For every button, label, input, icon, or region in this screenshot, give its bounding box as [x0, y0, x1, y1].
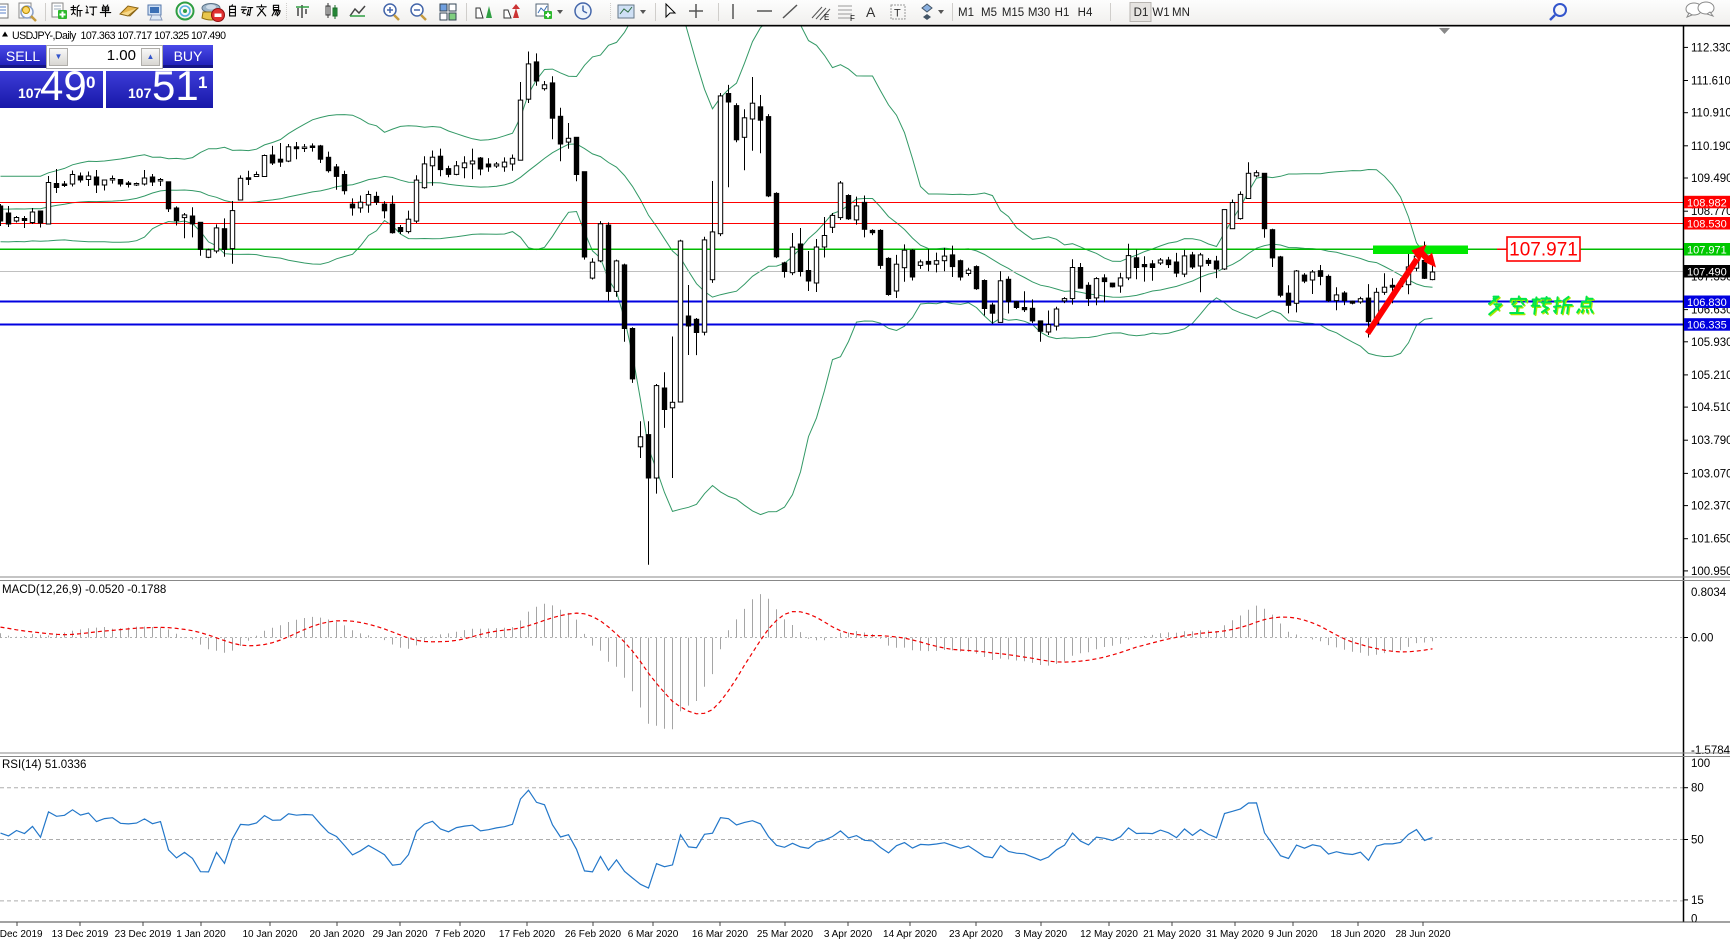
svg-text:100: 100 — [1691, 758, 1710, 770]
svg-text:105.210: 105.210 — [1691, 370, 1730, 382]
svg-text:80: 80 — [1691, 783, 1704, 795]
svg-text:0.8034: 0.8034 — [1691, 587, 1727, 599]
svg-text:111.610: 111.610 — [1691, 76, 1730, 88]
svg-text:M15: M15 — [1002, 7, 1024, 19]
svg-text:9 Jun 2020: 9 Jun 2020 — [1268, 929, 1318, 940]
svg-text:112.330: 112.330 — [1691, 42, 1730, 54]
svg-text:108.982: 108.982 — [1687, 197, 1727, 209]
svg-text:T: T — [894, 8, 901, 20]
svg-text:M5: M5 — [981, 7, 997, 19]
svg-text:106.830: 106.830 — [1687, 297, 1727, 309]
svg-text:3 Apr 2020: 3 Apr 2020 — [824, 929, 873, 940]
svg-text:108.530: 108.530 — [1687, 219, 1727, 231]
svg-text:16 Mar 2020: 16 Mar 2020 — [692, 929, 749, 940]
svg-text:105.930: 105.930 — [1691, 337, 1730, 349]
svg-text:50: 50 — [1691, 835, 1704, 847]
svg-text:103.070: 103.070 — [1691, 468, 1730, 480]
svg-text:101.650: 101.650 — [1691, 534, 1730, 546]
svg-text:D1: D1 — [1134, 7, 1149, 19]
svg-text:103.790: 103.790 — [1691, 435, 1730, 447]
svg-text:E: E — [824, 13, 829, 22]
svg-text:RSI(14) 51.0336: RSI(14) 51.0336 — [2, 759, 86, 771]
svg-text:0.00: 0.00 — [1691, 633, 1713, 645]
svg-text:MACD(12,26,9) -0.0520 -0.1788: MACD(12,26,9) -0.0520 -0.1788 — [2, 584, 166, 596]
svg-text:A: A — [866, 4, 876, 20]
svg-text:13 Dec 2019: 13 Dec 2019 — [52, 929, 109, 940]
svg-text:25 Mar 2020: 25 Mar 2020 — [757, 929, 814, 940]
svg-text:M30: M30 — [1028, 7, 1050, 19]
svg-text:107.490: 107.490 — [1687, 267, 1727, 279]
svg-text:12 May 2020: 12 May 2020 — [1080, 929, 1138, 940]
svg-text:H1: H1 — [1055, 7, 1070, 19]
svg-text:-1.5784: -1.5784 — [1691, 745, 1730, 757]
svg-text:6 Mar 2020: 6 Mar 2020 — [628, 929, 679, 940]
svg-text:29 Jan 2020: 29 Jan 2020 — [372, 929, 427, 940]
svg-text:1 Jan 2020: 1 Jan 2020 — [176, 929, 226, 940]
svg-text:110.190: 110.190 — [1691, 141, 1730, 153]
svg-text:108.770: 108.770 — [1691, 206, 1730, 218]
svg-text:MN: MN — [1172, 7, 1190, 19]
svg-text:110.910: 110.910 — [1691, 108, 1730, 120]
svg-text:4 Dec 2019: 4 Dec 2019 — [0, 929, 43, 940]
svg-text:107.971: 107.971 — [1687, 245, 1727, 257]
svg-text:0: 0 — [1691, 914, 1697, 926]
svg-text:31 May 2020: 31 May 2020 — [1206, 929, 1264, 940]
svg-text:10 Jan 2020: 10 Jan 2020 — [242, 929, 297, 940]
svg-text:M1: M1 — [958, 7, 974, 19]
svg-text:23 Apr 2020: 23 Apr 2020 — [949, 929, 1003, 940]
svg-text:106.335: 106.335 — [1687, 320, 1727, 332]
svg-text:15: 15 — [1691, 895, 1704, 907]
svg-text:100.950: 100.950 — [1691, 566, 1730, 578]
svg-text:7 Feb 2020: 7 Feb 2020 — [435, 929, 486, 940]
svg-text:20 Jan 2020: 20 Jan 2020 — [309, 929, 364, 940]
svg-text:28 Jun 2020: 28 Jun 2020 — [1395, 929, 1450, 940]
svg-text:F: F — [850, 14, 855, 23]
svg-text:26 Feb 2020: 26 Feb 2020 — [565, 929, 622, 940]
svg-text:W1: W1 — [1152, 7, 1169, 19]
svg-text:USDJPY-,Daily 107.363 107.717: USDJPY-,Daily 107.363 107.717 107.325 10… — [12, 30, 226, 42]
svg-text:3 May 2020: 3 May 2020 — [1015, 929, 1068, 940]
svg-text:14 Apr 2020: 14 Apr 2020 — [883, 929, 937, 940]
svg-text:109.490: 109.490 — [1691, 173, 1730, 185]
svg-text:H4: H4 — [1078, 7, 1093, 19]
svg-text:23 Dec 2019: 23 Dec 2019 — [115, 929, 172, 940]
svg-text:17 Feb 2020: 17 Feb 2020 — [499, 929, 556, 940]
svg-text:18 Jun 2020: 18 Jun 2020 — [1330, 929, 1385, 940]
svg-text:102.370: 102.370 — [1691, 501, 1730, 513]
svg-text:104.510: 104.510 — [1691, 402, 1730, 414]
svg-text:107.971: 107.971 — [1509, 240, 1578, 261]
svg-text:21 May 2020: 21 May 2020 — [1143, 929, 1201, 940]
